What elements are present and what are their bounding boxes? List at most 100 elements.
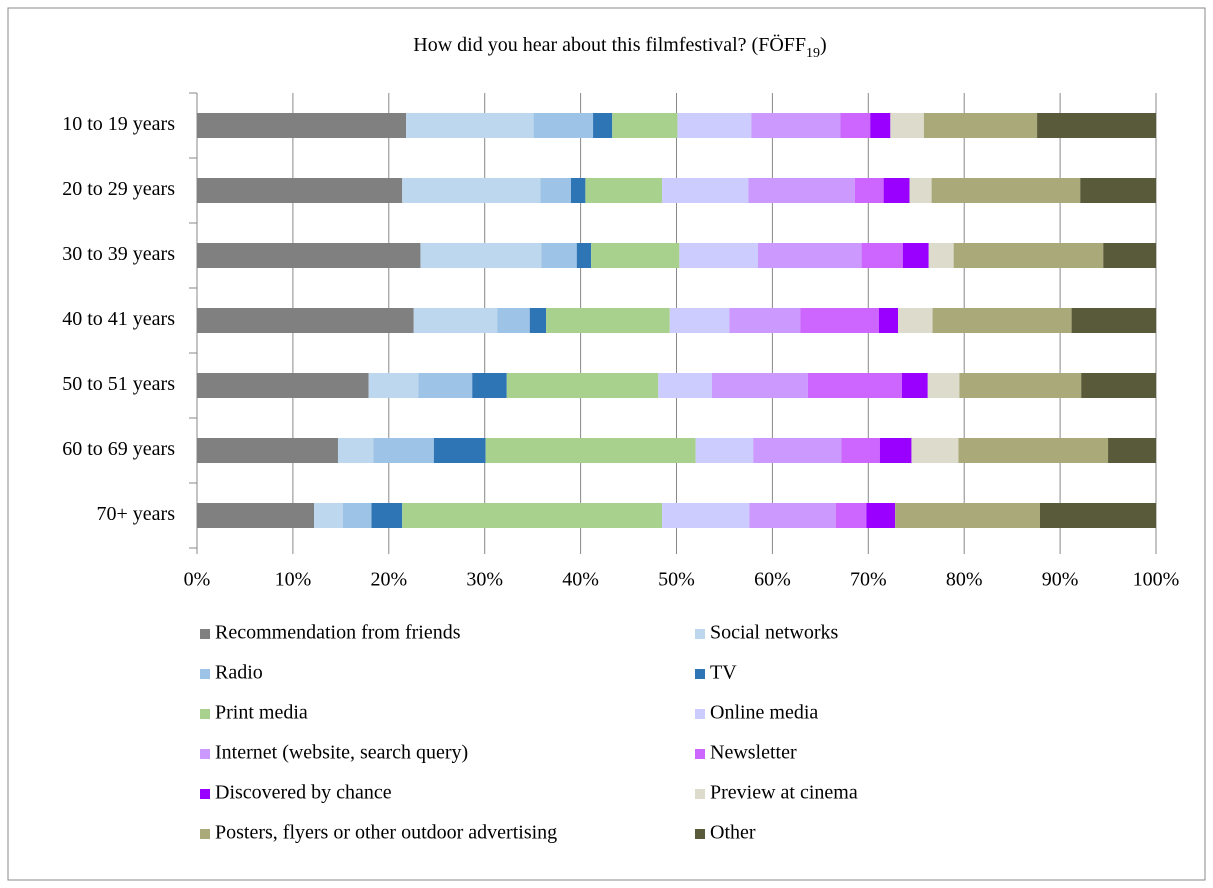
legend-swatch [200,829,210,839]
bar-segment [861,243,903,268]
legend-label: Internet (website, search query) [215,742,468,764]
bar-segment [866,503,896,528]
bar-segment [546,308,670,333]
bar-segment [901,373,928,398]
legend-swatch [200,749,210,759]
chart-title: How did you hear about this filmfestival… [413,33,826,61]
bar-segment [679,243,759,268]
bar-segment [695,438,754,463]
bar-segment [1039,503,1156,528]
legend-label: Online media [710,702,818,724]
bar-segment [591,243,680,268]
bar-segment [418,373,473,398]
legend-swatch [695,629,705,639]
bar-segment [197,178,403,203]
legend-label: Social networks [710,622,839,644]
bar-segment [197,243,421,268]
x-tick-label: 50% [658,569,695,591]
bar-segment [337,438,374,463]
bar-segment [753,438,842,463]
bar-segment [959,373,1082,398]
legend-label: Print media [215,702,308,724]
bar-segment [406,113,534,138]
x-tick-label: 40% [562,569,599,591]
bar-segment [506,373,659,398]
bar-segment [1037,113,1156,138]
bar-segment [1071,308,1156,333]
bar-segment [748,178,855,203]
legend-label: Newsletter [710,742,797,764]
bar-segment [662,178,749,203]
bar-segment [807,373,902,398]
bar-segment [729,308,801,333]
bar-segment [313,503,343,528]
legend-label: TV [710,662,737,684]
legend-swatch [695,669,705,679]
bar-segment [1108,438,1156,463]
y-tick-label: 50 to 51 years [62,373,175,395]
bar-segment [402,178,541,203]
y-tick-label: 40 to 41 years [62,308,175,330]
x-tick-label: 0% [184,569,211,591]
x-tick-label: 70% [850,569,887,591]
bar-segment [1103,243,1156,268]
x-tick-label: 100% [1133,569,1180,591]
bar-segment [879,438,912,463]
bar-segment [878,308,899,333]
bar-segment [612,113,678,138]
bar-segment [197,308,414,333]
bar-segment [911,438,959,463]
bar-segment [711,373,808,398]
bar-segment [909,178,932,203]
bar-segment [923,113,1038,138]
bar-segment [854,178,884,203]
bar-segment [658,373,712,398]
bar-segment [373,438,434,463]
y-tick-label: 10 to 19 years [62,113,175,135]
legend-label: Discovered by chance [215,782,392,804]
bar-segment [958,438,1109,463]
y-tick-label: 30 to 39 years [62,243,175,265]
bar-segment [413,308,498,333]
bar-segment [433,438,486,463]
bar-segment [485,438,696,463]
bar-segment [497,308,530,333]
bar-segment [662,503,750,528]
x-tick-label: 20% [370,569,407,591]
bar-segment [197,373,369,398]
bar-segment [932,308,1072,333]
bar-segment [758,243,862,268]
bar-segment [1080,178,1156,203]
legend-swatch [695,709,705,719]
legend-label: Preview at cinema [710,782,858,804]
bar-segment [576,243,592,268]
legend-swatch [695,749,705,759]
x-tick-label: 80% [946,569,983,591]
legend-swatch [695,789,705,799]
bar-segment [529,308,547,333]
bar-segment [890,113,924,138]
bar-segment [541,243,577,268]
bar-segment [931,178,1081,203]
bar-segment [1081,373,1156,398]
bar-segment [898,308,933,333]
bar-segment [402,503,663,528]
legend-swatch [200,789,210,799]
bar-segment [902,243,929,268]
bar-segment [472,373,507,398]
bar-segment [342,503,372,528]
bar-segment [533,113,594,138]
bar-segment [197,438,338,463]
x-tick-label: 60% [754,569,791,591]
bar-segment [840,113,871,138]
legend-label: Other [710,822,756,844]
bar-segment [571,178,586,203]
bar-segment [895,503,1040,528]
x-tick-label: 10% [275,569,312,591]
legend-label: Radio [215,662,263,684]
legend-swatch [200,629,210,639]
bar-segment [593,113,613,138]
title-end: ) [820,34,827,56]
bar-segment [371,503,403,528]
